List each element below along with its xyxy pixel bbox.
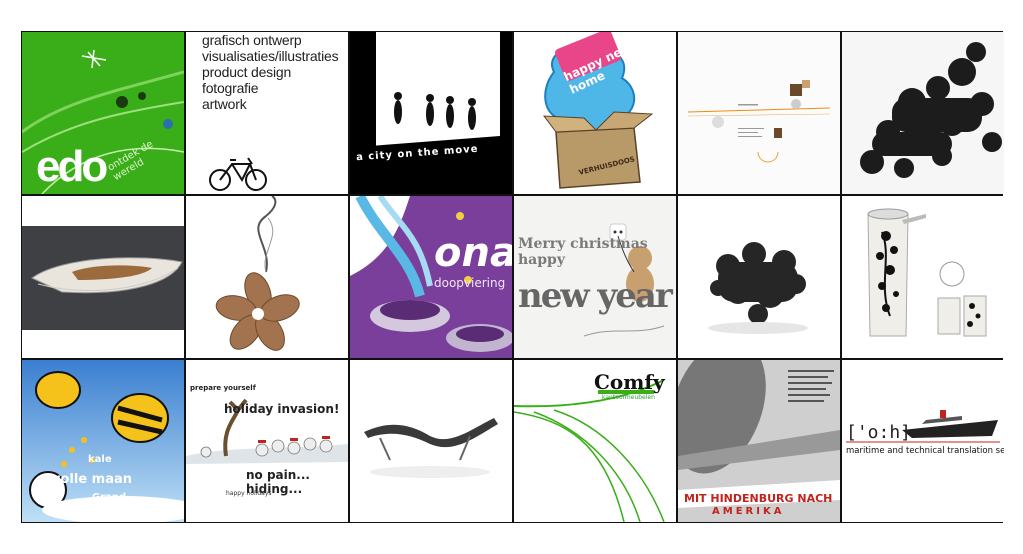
menu-item-artwork[interactable]: artwork [202, 96, 247, 112]
menu-item-fotografie[interactable]: fotografie [202, 80, 259, 96]
new-home-artwork [514, 32, 676, 194]
invasion-line3: no pain... hiding... [246, 468, 310, 496]
tile-holiday-invasion[interactable]: prepare yourself holiday invasion! no pa… [186, 360, 348, 522]
tile-oh-translation[interactable]: ['o:h] maritime and technical translatio… [842, 360, 1004, 522]
ornament-small-artwork [678, 196, 840, 358]
tile-hindenburg[interactable]: MIT HINDENBURG NACH AMERIKA [678, 360, 840, 522]
menu-item-visualisaties[interactable]: visualisaties/illustraties [202, 48, 339, 64]
floral-vase-artwork [842, 196, 1004, 358]
menu-item-grafisch-ontwerp[interactable]: grafisch ontwerp [202, 32, 302, 48]
ona-word: ona [434, 230, 512, 276]
comfy-brand: Comfy [594, 370, 665, 394]
new-year-line1: Merry christmas happy [518, 236, 648, 268]
holiday-invasion-artwork [186, 360, 348, 522]
flower-pendant-artwork [186, 196, 348, 358]
invasion-line2: holiday invasion! [224, 402, 340, 416]
hindenburg-line2: AMERIKA [712, 506, 785, 517]
volle-maan-line2: volle maan [52, 472, 133, 487]
menu-item-product-design[interactable]: product design [202, 64, 292, 80]
website-layout-artwork [678, 32, 840, 194]
city-artwork [350, 32, 512, 194]
tile-speedboat[interactable] [22, 196, 184, 358]
tile-website-layout[interactable] [678, 32, 840, 194]
new-year-line2: new year [518, 276, 673, 316]
oh-ship-artwork [842, 360, 1004, 522]
new-year-artwork [514, 196, 676, 358]
tile-edo[interactable]: edo ontdek de wereld [22, 32, 184, 194]
tile-city-on-the-move[interactable]: a city on the move [350, 32, 512, 194]
volle-maan-line3: Grand [92, 492, 127, 503]
tile-volle-maan[interactable]: kale volle maan Grand [22, 360, 184, 522]
volle-maan-line1: kale [88, 454, 112, 465]
invasion-line4: happy holidays [226, 490, 272, 497]
tile-lounge-chair[interactable] [350, 360, 512, 522]
portfolio-grid: edo ontdek de wereld grafisch ontwerp vi… [21, 31, 1004, 523]
tile-ona-doopviering[interactable]: ona doopviering [350, 196, 512, 358]
tile-ornament-small[interactable] [678, 196, 840, 358]
oh-service: maritime and technical translation servi… [846, 446, 1004, 456]
tile-happy-new-home[interactable]: happy new home VERHUISDOOS [514, 32, 676, 194]
comfy-sub: kantoormeubelen [602, 394, 655, 401]
speedboat-artwork [22, 196, 184, 358]
tile-black-ornament[interactable] [842, 32, 1004, 194]
volle-maan-artwork [22, 360, 184, 522]
ona-sub: doopviering [434, 276, 506, 290]
lounge-chair-artwork [350, 360, 512, 522]
ona-artwork [350, 196, 512, 358]
hindenburg-artwork [678, 360, 840, 522]
oh-logo: ['o:h] [846, 422, 912, 443]
comfy-artwork [514, 360, 676, 522]
tile-flower-pendant[interactable] [186, 196, 348, 358]
edo-logo: edo [36, 142, 108, 191]
bicycle-icon [209, 157, 267, 191]
black-ornament-artwork [842, 32, 1004, 194]
category-menu: grafisch ontwerp visualisaties/illustrat… [186, 32, 348, 194]
edo-artwork [22, 32, 184, 194]
tile-new-year[interactable]: Merry christmas happy new year [514, 196, 676, 358]
tile-floral-vase[interactable] [842, 196, 1004, 358]
tile-comfy[interactable]: Comfy kantoormeubelen [514, 360, 676, 522]
invasion-line1: prepare yourself [190, 384, 256, 392]
hindenburg-line1: MIT HINDENBURG NACH [684, 492, 833, 505]
